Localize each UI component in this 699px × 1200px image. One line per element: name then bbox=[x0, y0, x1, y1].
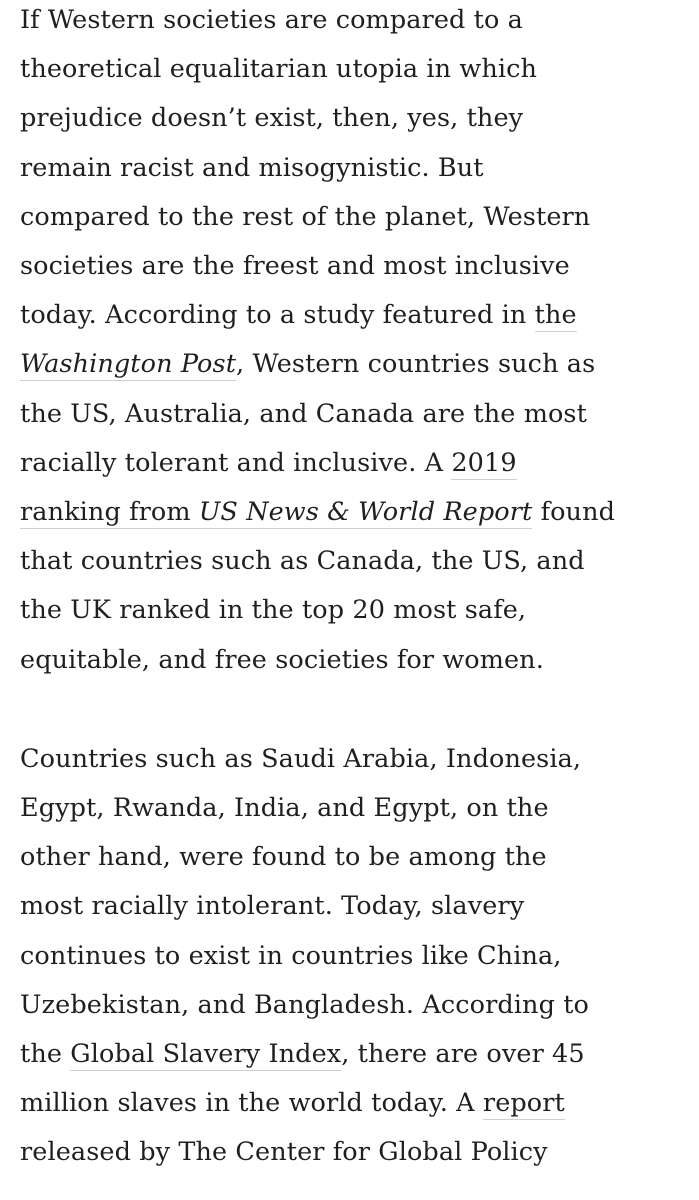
text-run: Egypt, Rwanda, India, and Egypt, on the bbox=[20, 793, 549, 823]
text-line: remain racist and misogynistic. But bbox=[20, 144, 684, 193]
text-run: prejudice doesn’t exist, then, yes, they bbox=[20, 103, 523, 133]
text-run: , there are over 45 bbox=[341, 1039, 584, 1069]
paragraph: Countries such as Saudi Arabia, Indonesi… bbox=[20, 735, 684, 1178]
text-run: the US, Australia, and Canada are the mo… bbox=[20, 399, 587, 429]
text-line: the Global Slavery Index, there are over… bbox=[20, 1030, 684, 1079]
text-run: found bbox=[532, 497, 615, 527]
text-run: the UK ranked in the top 20 most safe, bbox=[20, 595, 526, 625]
text-line: Countries such as Saudi Arabia, Indonesi… bbox=[20, 735, 684, 784]
text-run: compared to the rest of the planet, West… bbox=[20, 202, 590, 232]
link-washington-post[interactable]: the bbox=[535, 300, 577, 332]
text-line: If Western societies are compared to a bbox=[20, 0, 684, 45]
text-run: Countries such as Saudi Arabia, Indonesi… bbox=[20, 744, 581, 774]
text-line: released by The Center for Global Policy bbox=[20, 1128, 684, 1177]
text-line: Uzebekistan, and Bangladesh. According t… bbox=[20, 981, 684, 1030]
link-2019-ranking[interactable]: ranking from bbox=[20, 497, 199, 529]
text-run: that countries such as Canada, the US, a… bbox=[20, 546, 585, 576]
article-body: If Western societies are compared to a th… bbox=[20, 0, 684, 1178]
text-line: compared to the rest of the planet, West… bbox=[20, 193, 684, 242]
text-run: million slaves in the world today. A bbox=[20, 1088, 483, 1118]
text-line: societies are the freest and most inclus… bbox=[20, 242, 684, 291]
text-line: the UK ranked in the top 20 most safe, bbox=[20, 586, 684, 635]
text-line: ranking from US News & World Report foun… bbox=[20, 488, 684, 537]
text-line: million slaves in the world today. A rep… bbox=[20, 1079, 684, 1128]
text-line: prejudice doesn’t exist, then, yes, they bbox=[20, 94, 684, 143]
text-line: continues to exist in countries like Chi… bbox=[20, 932, 684, 981]
text-run: continues to exist in countries like Chi… bbox=[20, 941, 561, 971]
text-line: equitable, and free societies for women. bbox=[20, 636, 684, 685]
link-report[interactable]: report bbox=[483, 1088, 565, 1120]
text-line: today. According to a study featured in … bbox=[20, 291, 684, 340]
link-italic-text: US News & World Report bbox=[199, 497, 533, 527]
text-line: Egypt, Rwanda, India, and Egypt, on the bbox=[20, 784, 684, 833]
link-washington-post[interactable]: Washington Post bbox=[20, 349, 236, 381]
link-2019-ranking[interactable]: 2019 bbox=[451, 448, 516, 480]
text-run: equitable, and free societies for women. bbox=[20, 645, 544, 675]
text-run: most racially intolerant. Today, slavery bbox=[20, 891, 524, 921]
link-2019-ranking[interactable]: US News & World Report bbox=[199, 497, 533, 529]
text-line: Washington Post, Western countries such … bbox=[20, 340, 684, 389]
link-global-slavery-index[interactable]: Global Slavery Index bbox=[70, 1039, 341, 1071]
text-run: released by The Center for Global Policy bbox=[20, 1137, 548, 1167]
text-run: If Western societies are compared to a bbox=[20, 5, 523, 35]
text-line: most racially intolerant. Today, slavery bbox=[20, 882, 684, 931]
text-run: remain racist and misogynistic. But bbox=[20, 153, 484, 183]
text-line: racially tolerant and inclusive. A 2019 bbox=[20, 439, 684, 488]
text-line: other hand, were found to be among the bbox=[20, 833, 684, 882]
text-run: the bbox=[20, 1039, 70, 1069]
link-italic-text: Washington Post bbox=[20, 349, 236, 379]
text-line: theoretical equalitarian utopia in which bbox=[20, 45, 684, 94]
text-line: the US, Australia, and Canada are the mo… bbox=[20, 390, 684, 439]
text-run: theoretical equalitarian utopia in which bbox=[20, 54, 537, 84]
paragraph: If Western societies are compared to a th… bbox=[20, 0, 684, 685]
text-run: racially tolerant and inclusive. A bbox=[20, 448, 451, 478]
text-run: other hand, were found to be among the bbox=[20, 842, 547, 872]
text-run: Uzebekistan, and Bangladesh. According t… bbox=[20, 990, 589, 1020]
text-line: that countries such as Canada, the US, a… bbox=[20, 537, 684, 586]
text-run: societies are the freest and most inclus… bbox=[20, 251, 570, 281]
text-run: , Western countries such as bbox=[236, 349, 595, 379]
text-run: today. According to a study featured in bbox=[20, 300, 535, 330]
